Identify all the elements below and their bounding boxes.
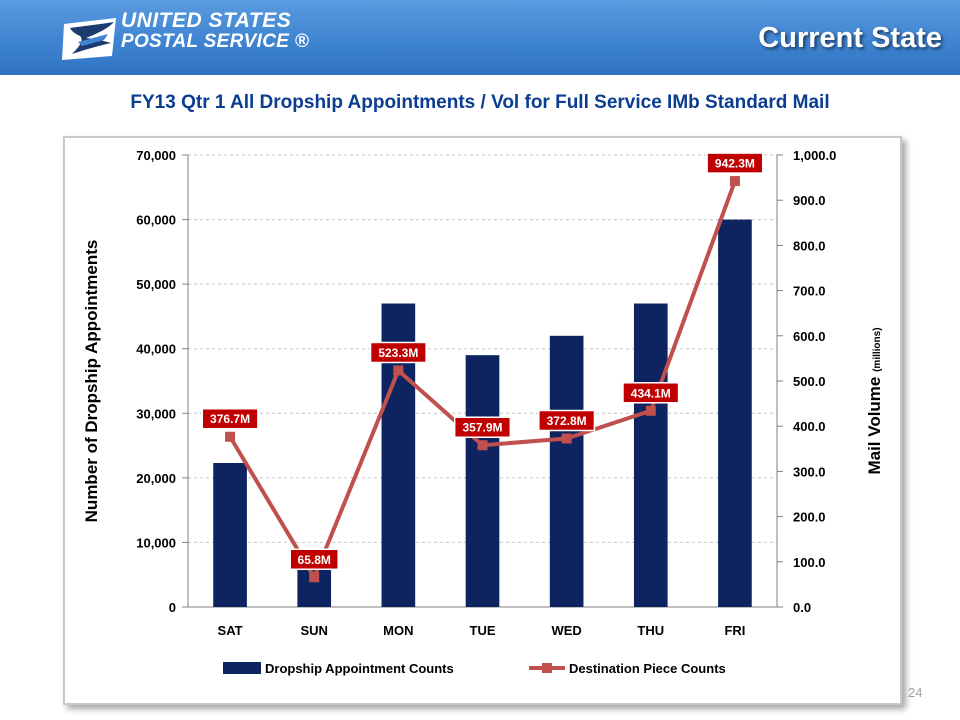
right-tick-label: 1,000.0 [793,148,836,163]
left-tick-label: 20,000 [136,471,176,486]
usps-logo-text: UNITED STATES POSTAL SERVICE ® [121,10,309,52]
x-tick-label: SAT [218,623,243,638]
x-tick-label: WED [551,623,581,638]
y-right-axis-title: Mail Volume (millions) [865,327,884,474]
right-tick-label: 700.0 [793,284,826,299]
right-tick-label: 600.0 [793,329,826,344]
page-title: Current State [758,22,942,54]
line-point [729,176,740,187]
right-tick-label: 900.0 [793,193,826,208]
logo-line-1: UNITED STATES [121,9,292,32]
left-tick-label: 50,000 [136,277,176,292]
data-label-box [369,341,427,364]
combo-chart: 0 10,000 20,000 30,000 40,000 50,000 60,000 70,… [82,148,884,676]
x-tick-label: THU [637,623,664,638]
data-label-box [622,382,680,404]
bar [465,355,500,607]
data-label-box [201,407,259,430]
data-label: 65.8M [298,553,331,567]
data-label: 942.3M [715,157,755,171]
line-point [645,405,656,416]
bar [549,335,584,607]
x-tick-label: TUE [470,623,496,638]
right-tick-label: 300.0 [793,464,826,479]
left-tick-label: 10,000 [136,535,176,550]
left-tick-label: 0 [169,600,176,615]
x-tick-label: MON [383,623,413,638]
data-label-box [538,409,596,432]
right-tick-label: 400.0 [793,419,826,434]
line-point [393,365,404,376]
data-label: 372.8M [547,414,587,428]
data-label: 357.9M [462,421,502,435]
x-tick-label: FRI [724,623,745,638]
line-point [477,440,488,451]
right-tick-label: 200.0 [793,510,826,525]
page-number: 24 [908,685,923,700]
data-label-box [706,152,764,174]
logo-line-2: POSTAL SERVICE ® [121,31,310,52]
left-tick-label: 30,000 [136,406,176,421]
left-tick-label: 40,000 [136,342,176,357]
line-point [561,433,572,444]
data-label: 434.1M [631,386,671,400]
left-tick-label: 60,000 [136,213,176,228]
chart-frame: 0 10,000 20,000 30,000 40,000 50,000 60,000 70,… [63,136,902,705]
right-tick-label: 800.0 [793,238,826,253]
legend-swatch-bars [223,662,261,674]
chart-subtitle: FY13 Qtr 1 All Dropship Appointments / V… [130,92,830,113]
bar [718,219,752,608]
legend-label-line: Destination Piece Counts [569,661,726,676]
bar [213,463,247,607]
data-label-box [453,416,512,438]
line-point [225,431,236,442]
data-label: 523.3M [378,346,418,360]
line-point [309,572,320,583]
bar [633,303,668,607]
left-tick-label: 70,000 [136,148,176,163]
right-tick-label: 0.0 [793,600,811,615]
y-right-axis-title-suffix: (millions) [872,327,883,371]
legend-swatch-marker [542,663,552,673]
legend-label-bars: Dropship Appointment Counts [265,661,454,676]
data-label: 376.7M [210,412,250,426]
data-label-box [289,548,339,571]
x-tick-label: SUN [300,623,327,638]
usps-eagle-logo-icon [62,18,116,60]
right-tick-label: 100.0 [793,555,826,570]
header-bar: UNITED STATES POSTAL SERVICE ® Current S… [0,0,960,75]
right-tick-label: 500.0 [793,374,826,389]
y-left-axis-title: Number of Dropship Appointments [82,240,101,523]
y-right-axis-title-main: Mail Volume [865,372,884,475]
